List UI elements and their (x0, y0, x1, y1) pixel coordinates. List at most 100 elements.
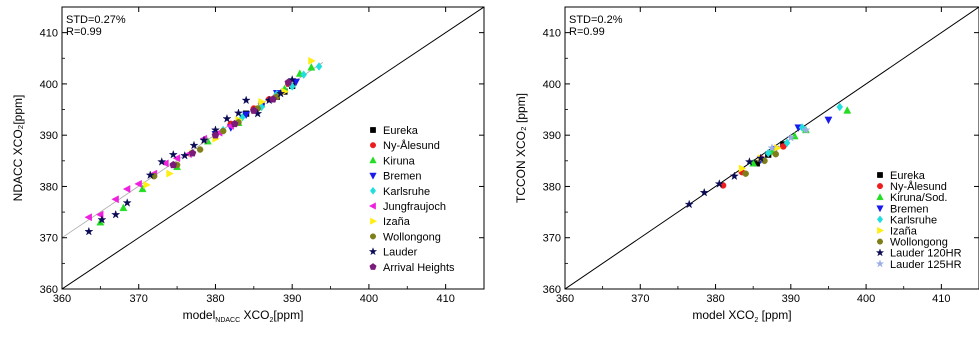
legend-marker (875, 259, 885, 268)
y-tick-label: 380 (40, 181, 58, 193)
legend-label-karlsruhe: Karlsruhe (383, 186, 430, 198)
x-tick-label: 380 (706, 293, 724, 305)
data-point (836, 102, 844, 112)
x-tick-label: 370 (130, 293, 148, 305)
data-point (714, 179, 724, 188)
y-tick-label: 390 (543, 130, 561, 142)
y-tick-label: 410 (543, 28, 561, 40)
data-point (307, 63, 316, 71)
data-point (230, 119, 239, 128)
data-point (222, 114, 232, 123)
data-point (233, 108, 244, 117)
data-point (308, 56, 316, 65)
data-point (764, 148, 772, 158)
data-point (738, 164, 747, 173)
legend-marker (877, 226, 885, 235)
data-point (258, 97, 266, 106)
legend-marker (369, 186, 377, 195)
series-karlsruhe (764, 102, 844, 158)
data-point (138, 184, 147, 193)
legend-marker (370, 217, 378, 225)
stat-text: STD=0.27% (66, 14, 126, 26)
y-tick-label: 410 (40, 28, 58, 40)
y-tick-label: 370 (543, 233, 561, 245)
data-point (744, 157, 754, 166)
data-point (161, 159, 169, 168)
series-arrival-heights (169, 78, 293, 169)
data-point (315, 62, 323, 71)
data-point (756, 153, 766, 163)
data-point (157, 157, 167, 166)
series-kiruna-sod (749, 106, 852, 167)
legend-label-lauder-125hr: Lauder 125HR (890, 259, 962, 271)
series-kiruna (96, 63, 316, 226)
x-tick-label: 370 (631, 293, 649, 305)
data-point (134, 179, 142, 188)
legend-label-izana: Izaña (383, 216, 411, 228)
legend-marker (369, 156, 377, 164)
data-point (219, 127, 227, 135)
series-lauder-120hr (684, 153, 766, 209)
legend: Eureka Ny-Ålesund Kiruna Bremen Karlsruhe Jun… (368, 125, 455, 274)
stat-text: STD=0.2% (569, 14, 623, 26)
data-point (269, 95, 277, 103)
chart-panel-1: 360 370 380 390 400 410 360 370 380 390 400 410 STD=… (11, 6, 485, 324)
y-tick-label: 360 (40, 284, 58, 296)
x-tick-label: 390 (283, 293, 301, 305)
legend-label-bremen: Bremen (383, 171, 422, 183)
legend-label-lauder-120hr: Lauder 120HR (890, 248, 962, 260)
one-to-one-line (62, 7, 484, 289)
data-point (798, 123, 806, 132)
legend-marker (876, 193, 884, 201)
y-tick-label: 400 (40, 79, 58, 91)
data-point (168, 149, 178, 159)
x-axis-label: modelNDACC XCO2[ppm] (183, 308, 304, 324)
legend-label-eureka: Eureka (383, 125, 419, 137)
legend-marker (876, 205, 884, 213)
data-point (122, 198, 132, 207)
data-point (300, 70, 308, 79)
x-tick-label: 410 (932, 293, 950, 305)
data-point (119, 203, 128, 212)
legend-label-ny-alesund: Ny-Ålesund (383, 139, 440, 152)
data-point (241, 95, 251, 105)
x-tick-label: 390 (782, 293, 800, 305)
data-point (211, 131, 220, 139)
legend-label-izana: Izaña (890, 226, 918, 238)
y-axis-label: TCCON XCO₂ [ppm] (514, 93, 528, 203)
data-point (111, 195, 119, 204)
data-point (111, 209, 121, 219)
legend-label-lauder: Lauder (383, 247, 418, 259)
data-point (172, 154, 181, 163)
data-point (284, 78, 293, 86)
data-point (180, 150, 190, 160)
data-point (767, 143, 777, 152)
data-point (729, 171, 739, 181)
data-point (699, 187, 709, 197)
data-point (742, 170, 749, 177)
series-lauder-125hr (767, 125, 811, 152)
data-point (143, 180, 151, 189)
data-point (145, 170, 155, 180)
legend-label-wollongong: Wollongong (890, 237, 948, 249)
legend-marker (369, 142, 377, 149)
plot-frame (61, 6, 485, 290)
data-point (249, 106, 258, 114)
legend-label-bremen: Bremen (890, 203, 929, 215)
plot-frame (564, 6, 979, 290)
x-tick-label: 380 (206, 293, 224, 305)
legend-label-arrival-heights: Arrival Heights (383, 262, 455, 274)
data-point (189, 140, 199, 150)
series-wollongong (742, 150, 780, 177)
y-tick-label: 390 (40, 130, 58, 142)
legend-marker (876, 215, 884, 224)
legend-label-wollongong: Wollongong (383, 231, 441, 243)
legend-marker (877, 172, 883, 178)
legend: EurekaNy-ÅlesundKiruna/Sod.BremenKarlsru… (875, 170, 962, 271)
data-point (843, 106, 852, 114)
legend-marker (876, 183, 884, 190)
data-point (780, 143, 787, 150)
data-point (97, 215, 107, 224)
data-point (684, 199, 694, 209)
